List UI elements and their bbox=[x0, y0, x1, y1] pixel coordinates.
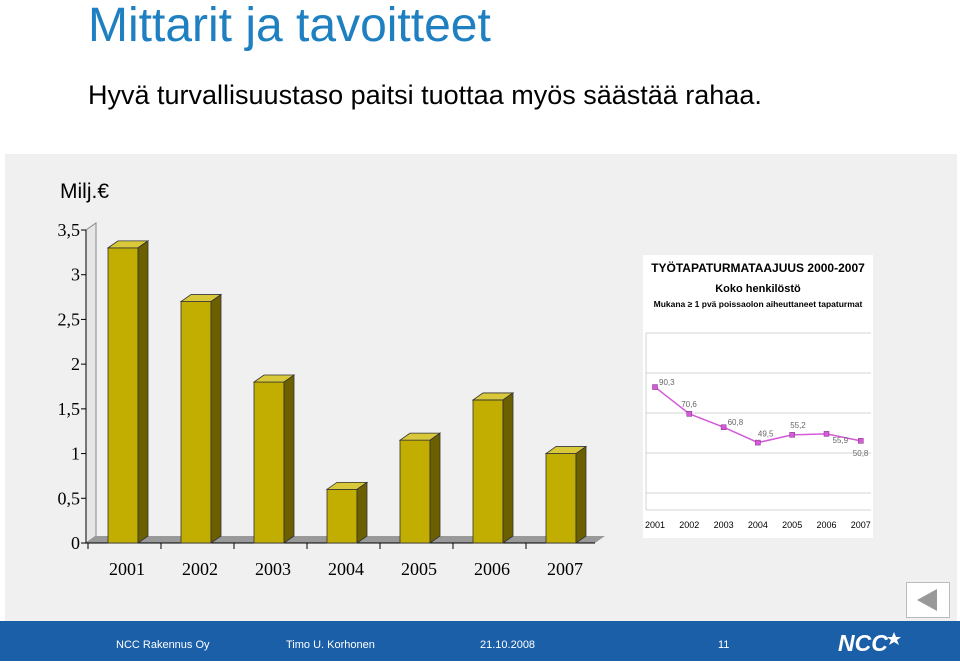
inset-point-label: 55,9 bbox=[833, 436, 849, 445]
x-tick-label: 2006 bbox=[474, 559, 510, 579]
bar-front bbox=[326, 488, 358, 544]
x-tick-label: 2005 bbox=[401, 559, 437, 579]
y-tick-label: 1,5 bbox=[58, 399, 81, 419]
inset-point-label: 50,8 bbox=[853, 449, 869, 458]
x-tick-label: 2003 bbox=[255, 559, 291, 579]
bar-2005 bbox=[398, 432, 442, 544]
y-tick-label: 2,5 bbox=[58, 309, 81, 329]
footer-page-number: 11 bbox=[718, 639, 730, 651]
bar-side bbox=[210, 293, 222, 544]
previous-slide-button[interactable] bbox=[906, 582, 950, 618]
inset-note: Mukana ≥ 1 pvä poissaolon aiheuttaneet t… bbox=[654, 299, 863, 309]
bar-2002 bbox=[179, 293, 223, 544]
bar-front bbox=[399, 439, 431, 544]
accident-frequency-chart: TYÖTAPATURMATAAJUUS 2000-2007 Koko henkil… bbox=[643, 255, 873, 538]
inset-x-tick-label: 2007 bbox=[851, 520, 871, 530]
bar-front bbox=[107, 247, 139, 544]
bar-side bbox=[356, 481, 368, 544]
y-tick-label: 3,5 bbox=[58, 220, 81, 240]
bar-front bbox=[545, 453, 577, 544]
bar-side bbox=[137, 240, 149, 544]
inset-x-tick-label: 2002 bbox=[679, 520, 699, 530]
bar-2001 bbox=[106, 240, 150, 544]
footer-author: Timo U. Korhonen bbox=[286, 639, 375, 651]
bar-front bbox=[180, 301, 212, 544]
inset-point-2007 bbox=[858, 438, 864, 444]
inset-point-label: 55,2 bbox=[790, 421, 806, 430]
y-tick-label: 0,5 bbox=[58, 488, 81, 508]
x-tick-label: 2007 bbox=[547, 559, 583, 579]
inset-point-label: 70,6 bbox=[681, 400, 697, 409]
bar-front bbox=[472, 399, 504, 544]
x-tick-label: 2004 bbox=[328, 559, 364, 579]
bar-2004 bbox=[325, 481, 369, 544]
ncc-logo: NCC bbox=[838, 624, 908, 658]
ncc-logo-text: NCC bbox=[838, 630, 888, 656]
slide-subtitle: Hyvä turvallisuustaso paitsi tuottaa myö… bbox=[88, 80, 762, 110]
y-tick-label: 1 bbox=[71, 444, 80, 464]
inset-point-2006 bbox=[823, 431, 830, 437]
inset-x-tick-label: 2005 bbox=[782, 520, 802, 530]
bar-front bbox=[253, 381, 285, 544]
prev-arrow-icon bbox=[917, 589, 937, 611]
slide-title: Mittarit ja tavoitteet bbox=[88, 0, 491, 52]
footer-company: NCC Rakennus Oy bbox=[116, 639, 210, 651]
inset-x-tick-label: 2006 bbox=[816, 520, 836, 530]
inset-point-label: 49,5 bbox=[758, 430, 774, 439]
inset-point-label: 90,3 bbox=[659, 378, 675, 387]
footer-date: 21.10.2008 bbox=[480, 639, 536, 651]
bar-side bbox=[429, 432, 441, 544]
y-tick-label: 3 bbox=[71, 265, 80, 285]
x-tick-label: 2001 bbox=[109, 559, 145, 579]
inset-point-2004 bbox=[755, 439, 761, 446]
inset-subtitle: Koko henkilöstö bbox=[715, 283, 801, 295]
accident-frequency-plot: TYÖTAPATURMATAAJUUS 2000-2007 Koko henkil… bbox=[645, 260, 871, 530]
inset-point-2005 bbox=[789, 432, 795, 438]
x-tick-label: 2002 bbox=[182, 559, 218, 579]
y-axis-unit-label: Milj.€ bbox=[60, 180, 110, 203]
inset-point-label: 60,8 bbox=[728, 418, 744, 427]
bar-2003 bbox=[252, 374, 296, 544]
bar-2006 bbox=[471, 392, 515, 544]
bar-side bbox=[575, 445, 587, 544]
bar-side bbox=[283, 374, 295, 544]
footer-bar: NCC Rakennus Oy Timo U. Korhonen 21.10.2… bbox=[0, 621, 960, 661]
inset-point-2001 bbox=[652, 384, 658, 390]
inset-x-tick-label: 2001 bbox=[645, 520, 665, 530]
inset-title: TYÖTAPATURMATAAJUUS 2000-2007 bbox=[651, 260, 865, 275]
y-tick-label: 2 bbox=[71, 354, 80, 374]
inset-x-tick-label: 2004 bbox=[748, 520, 768, 530]
inset-x-tick-label: 2003 bbox=[714, 520, 734, 530]
bar-side bbox=[502, 392, 514, 544]
inset-point-2003 bbox=[720, 424, 727, 430]
chart-side-wall bbox=[85, 222, 97, 544]
bar-2007 bbox=[544, 445, 588, 544]
y-tick-label: 0 bbox=[71, 533, 80, 553]
inset-point-2002 bbox=[686, 411, 693, 417]
